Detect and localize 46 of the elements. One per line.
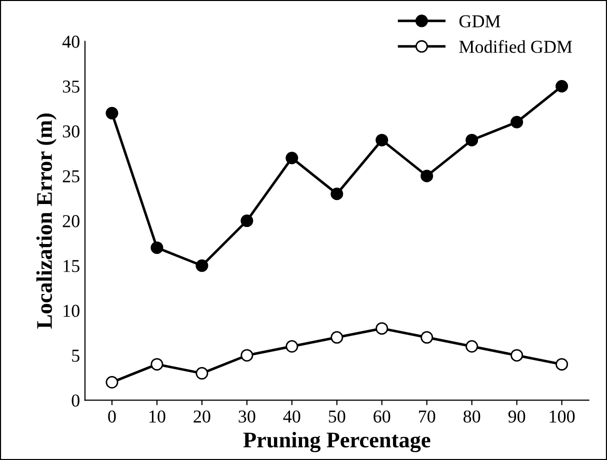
- point: [510, 116, 524, 128]
- point: [330, 188, 344, 200]
- point: [106, 376, 118, 389]
- point: [420, 170, 434, 182]
- point: [196, 259, 208, 272]
- point: [556, 80, 568, 92]
- y-tick-label: 10: [64, 304, 80, 317]
- legend-label: GDM: [459, 15, 500, 28]
- point: [240, 349, 254, 362]
- point: [330, 331, 344, 344]
- legend-label: Modified GDM: [459, 40, 572, 53]
- point: [150, 358, 164, 371]
- x-tick-label: 50: [328, 410, 346, 423]
- x-tick-label: 10: [150, 410, 166, 423]
- y-tick-label: 25: [62, 170, 80, 182]
- x-tick-label: 30: [238, 410, 256, 423]
- x-tick-label: 100: [550, 410, 575, 423]
- y-axis-title: Localization Error (m): [36, 114, 57, 329]
- x-tick-label: 0: [108, 410, 116, 423]
- point: [420, 331, 434, 344]
- y-tick-label: 5: [72, 350, 80, 362]
- y-tick-label: 15: [64, 260, 80, 272]
- point: [196, 367, 208, 380]
- y-tick-label: 20: [62, 215, 80, 228]
- y-tick-label: 30: [62, 125, 80, 138]
- point: [466, 340, 478, 353]
- x-tick-label: 60: [374, 410, 390, 423]
- point: [466, 134, 478, 146]
- point: [286, 152, 298, 164]
- x-axis-title: Pruning Percentage: [243, 432, 430, 452]
- point: [150, 241, 164, 254]
- y-tick-label: 0: [72, 394, 80, 407]
- point: [376, 322, 388, 335]
- point: [106, 106, 118, 120]
- x-tick-label: 20: [194, 410, 210, 423]
- x-tick-label: 40: [283, 410, 300, 423]
- x-tick-label: 70: [419, 410, 436, 423]
- x-tick-label: 90: [508, 410, 526, 423]
- x-tick-label: 80: [463, 410, 480, 423]
- point: [286, 340, 298, 353]
- point: [556, 358, 568, 371]
- y-tick-label: 40: [62, 36, 80, 48]
- point: [376, 134, 388, 146]
- point: [240, 214, 254, 228]
- y-tick-label: 35: [62, 80, 80, 93]
- point: [510, 349, 524, 362]
